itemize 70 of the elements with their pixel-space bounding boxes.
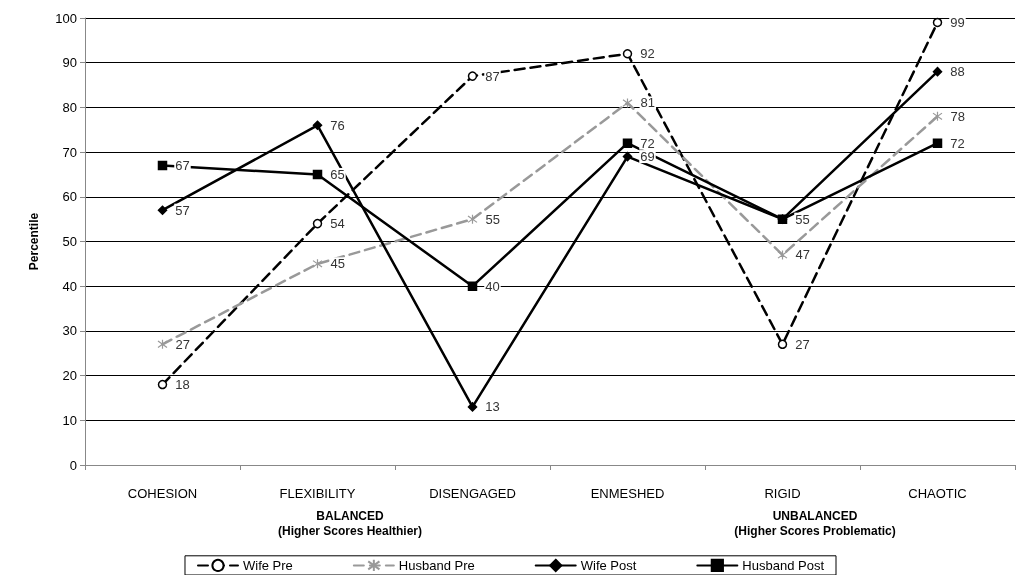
data-label: 13 (485, 399, 500, 415)
point (467, 281, 478, 291)
y-tick-label: 10 (62, 412, 77, 428)
point (932, 138, 943, 148)
y-tick-label: 60 (62, 189, 77, 205)
y-tick-label: 90 (62, 55, 77, 71)
data-label: 18 (175, 377, 190, 393)
point (932, 66, 943, 77)
y-tick-label: 40 (62, 278, 77, 294)
data-label: 81 (640, 95, 656, 111)
point (467, 71, 478, 81)
y-tick-label: 50 (62, 234, 77, 249)
y-tick-label: 100 (55, 10, 77, 26)
data-label: 54 (330, 216, 345, 232)
y-axis-title: Percentile (27, 212, 41, 271)
data-label: 92 (640, 46, 655, 62)
point (157, 339, 168, 350)
point (932, 111, 943, 122)
data-label: 40 (485, 278, 500, 294)
x-tick-label: FLEXIBILITY (279, 486, 356, 501)
x-tick-label: RIGID (764, 486, 801, 501)
data-label: 57 (175, 202, 190, 218)
point (157, 205, 168, 215)
legend-label: Wife Post (580, 557, 637, 573)
x-tick-label: DISENGAGED (429, 486, 516, 501)
point (622, 49, 633, 59)
text: UNBALANCED (Higher Scores Problematic) (734, 508, 896, 538)
point (622, 97, 633, 109)
legend-label: Husband Pre (398, 557, 475, 573)
legend-label: Husband Post (742, 557, 825, 573)
point (312, 120, 323, 131)
point (157, 160, 168, 171)
data-label: 88 (950, 64, 965, 80)
point (932, 17, 943, 28)
point (312, 218, 323, 229)
x-tick-label: COHESION (127, 486, 198, 501)
data-label: 27 (795, 336, 810, 352)
point (777, 249, 788, 261)
point (777, 214, 788, 224)
data-label: 67 (175, 158, 190, 174)
x-tick-label: CHAOTIC (908, 486, 967, 501)
data-label: 87 (485, 68, 500, 84)
text: BALANCED (Higher Scores Healthier) (277, 508, 423, 538)
data-label: 76 (330, 117, 345, 133)
data-label: 55 (485, 211, 501, 227)
point (157, 379, 168, 390)
point (467, 402, 478, 412)
data-label: 69 (640, 149, 655, 165)
y-tick-label: 30 (62, 323, 77, 339)
data-label: 27 (175, 336, 191, 352)
point (467, 214, 478, 225)
y-tick-label: 80 (62, 99, 77, 115)
data-label: 65 (330, 166, 345, 182)
legend-label: Wife Pre (243, 557, 293, 573)
data-label: 47 (795, 247, 811, 263)
data-label: 99 (950, 14, 965, 30)
data-label: 55 (795, 211, 810, 227)
data-label: 78 (950, 108, 966, 124)
point (622, 151, 633, 162)
x-tick-label: ENMESHED (590, 486, 665, 501)
data-label: 45 (330, 256, 346, 272)
y-tick-label: 20 (62, 368, 77, 384)
point (312, 258, 323, 269)
point (622, 138, 633, 148)
data-label: 72 (950, 135, 965, 151)
point (312, 169, 323, 180)
data-label: 72 (640, 135, 655, 151)
y-tick-label: 0 (69, 457, 77, 473)
point (777, 339, 788, 350)
y-tick-label: 70 (62, 144, 77, 160)
